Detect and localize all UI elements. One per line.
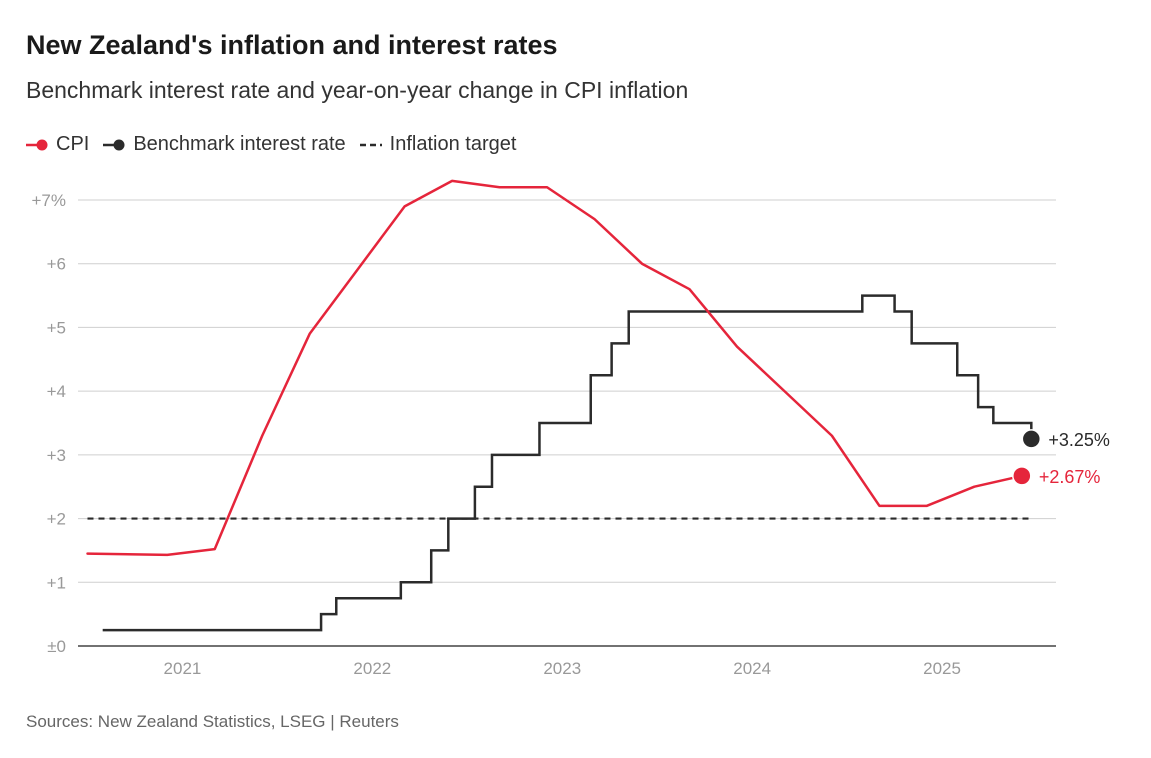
- rate-end-label: +3.25%: [1048, 430, 1110, 450]
- legend-item-cpi: CPI: [26, 133, 89, 156]
- y-tick-label: +4: [47, 382, 66, 401]
- legend-item-target: Inflation target: [359, 133, 517, 156]
- chart-subtitle: Benchmark interest rate and year-on-year…: [26, 77, 689, 103]
- legend-item-rate: Benchmark interest rate: [103, 133, 346, 156]
- y-tick-label: +6: [47, 255, 66, 274]
- y-tick-label: ±0: [47, 637, 66, 656]
- legend-rate-label: Benchmark interest rate: [133, 133, 346, 155]
- cpi-end-label: +2.67%: [1039, 467, 1101, 487]
- cpi-end-marker: [1012, 466, 1032, 486]
- legend-rate-marker: [103, 139, 125, 150]
- cpi-line: [86, 179, 1024, 557]
- y-tick-label: +7%: [32, 191, 67, 210]
- x-tick-label: 2024: [733, 659, 771, 678]
- legend: CPI Benchmark interest rate Inflation ta…: [26, 133, 530, 156]
- y-tick-label: +3: [47, 446, 66, 465]
- source-note: Sources: New Zealand Statistics, LSEG | …: [26, 712, 399, 731]
- x-tick-label: 2025: [923, 659, 961, 678]
- x-tick-label: 2022: [353, 659, 391, 678]
- legend-target-marker: [359, 143, 382, 146]
- x-tick-label: 2021: [164, 659, 202, 678]
- chart-title: New Zealand's inflation and interest rat…: [26, 30, 558, 60]
- y-tick-label: +2: [47, 510, 66, 529]
- legend-target-label: Inflation target: [389, 133, 517, 155]
- y-tick-label: +1: [47, 573, 66, 592]
- benchmark-rate-line: [102, 294, 1033, 632]
- legend-cpi-label: CPI: [56, 133, 90, 155]
- legend-cpi-marker: [26, 139, 48, 150]
- x-tick-label: 2023: [543, 659, 581, 678]
- rate-end-marker: [1021, 429, 1042, 449]
- y-tick-label: +5: [47, 318, 66, 337]
